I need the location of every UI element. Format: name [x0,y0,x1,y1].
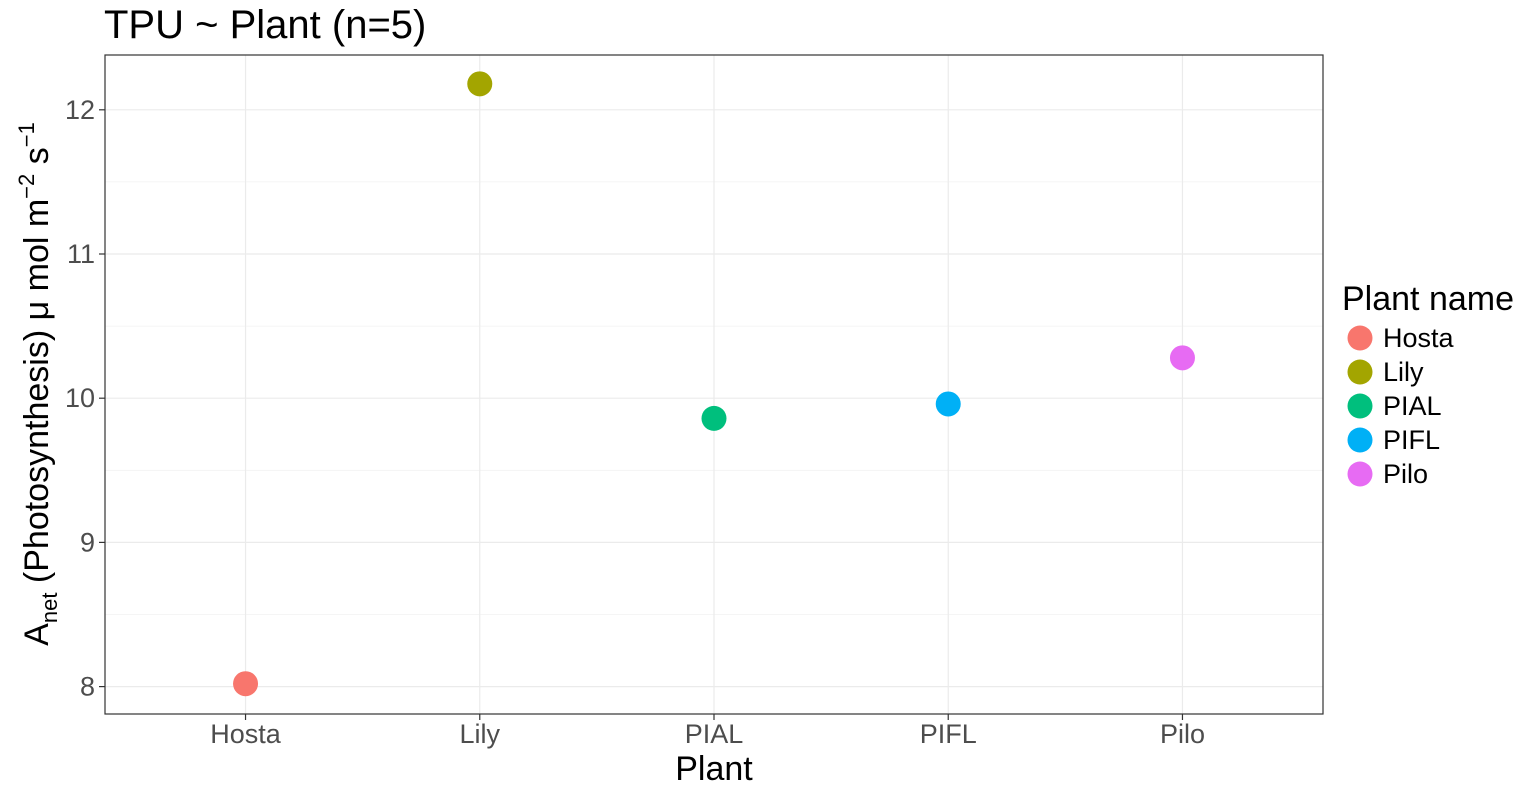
legend-key-hosta [1347,325,1373,351]
y-axis-title-base: A [18,623,56,646]
x-tick-label: PIFL [920,719,977,749]
chart-title: TPU ~ Plant (n=5) [104,3,426,47]
y-axis-title-sup2: −1 [14,122,39,147]
y-axis-ticks: 8 9 10 11 12 [65,95,105,702]
y-tick-label: 8 [80,672,95,702]
legend-key-pial [1347,393,1373,419]
legend-label-lily: Lily [1383,357,1424,387]
legend-label-pilo: Pilo [1383,459,1428,489]
y-axis-title-sup1: −2 [14,174,39,199]
data-points [233,71,1195,697]
data-point-pilo [1169,345,1195,371]
legend-title: Plant name [1342,280,1514,318]
x-tick-label: Pilo [1160,719,1205,749]
grid [105,55,1323,714]
x-tick-label: Hosta [210,719,282,749]
legend-label-hosta: Hosta [1383,323,1455,353]
y-axis-title-rest: (Photosynthesis) μ mol m [18,199,56,593]
y-tick-label: 10 [65,383,95,413]
legend-key-lily [1347,359,1373,385]
data-point-pifl [935,391,961,417]
x-tick-label: PIAL [685,719,744,749]
x-tick-label: Lily [460,719,501,749]
y-tick-label: 11 [67,239,95,269]
legend-key-pifl [1347,427,1373,453]
y-axis-title-s: s [18,147,56,173]
data-point-lily [467,71,493,97]
y-tick-label: 12 [65,95,95,125]
x-axis-title: Plant [675,750,753,788]
y-axis-title-sub: net [37,593,62,624]
legend-key-pilo [1347,461,1373,487]
legend-label-pifl: PIFL [1383,425,1440,455]
data-point-hosta [233,671,259,697]
legend-label-pial: PIAL [1383,391,1442,421]
y-axis-title: Anet (Photosynthesis) μ mol m−2 s−1 [14,122,62,646]
data-point-pial [701,405,727,431]
x-axis-ticks: Hosta Lily PIAL PIFL Pilo [210,714,1205,749]
legend: Hosta Lily PIAL PIFL Pilo [1347,323,1455,489]
y-tick-label: 9 [80,527,95,557]
